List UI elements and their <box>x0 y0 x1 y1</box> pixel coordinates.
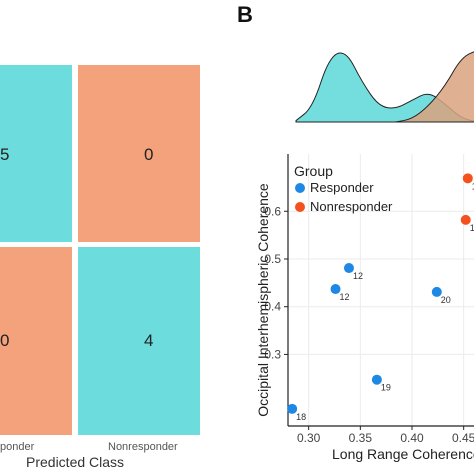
y-tick-label: 0.5 <box>264 252 281 266</box>
cm-cell-tr: 0 <box>78 65 200 242</box>
scatter-point-responder <box>287 403 298 414</box>
x-tick-label: 0.45 <box>452 431 474 445</box>
density-nonresponder-area <box>395 51 474 123</box>
scatter-point-responder <box>330 284 341 295</box>
confusion-matrix: 5 0 0 4 <box>0 65 200 435</box>
legend-title: Group <box>294 163 333 179</box>
point-label: 12 <box>340 292 350 302</box>
cm-cell-br: 4 <box>78 247 200 435</box>
y-tick-label: 0.6 <box>264 204 281 218</box>
point-label: 19 <box>381 383 391 393</box>
scatter-point-responder <box>431 286 442 297</box>
scatter-point-responder <box>343 263 354 274</box>
y-tick-label: 0.3 <box>264 347 281 361</box>
density-plot <box>295 51 474 123</box>
cm-x-tick: Nonresponder <box>108 441 178 453</box>
point-label: 12 <box>353 271 363 281</box>
x-tick-label: 0.35 <box>349 431 373 445</box>
y-tick-label: 0.4 <box>264 300 281 314</box>
scatter-point-nonresponder <box>462 173 473 184</box>
cm-cell-value: 0 <box>144 145 154 164</box>
x-axis-title: Long Range Coherence <box>332 446 474 462</box>
scatter-point-responder <box>371 374 382 385</box>
point-label: 1 <box>470 223 474 233</box>
scatter-plot: 0.30 0.35 0.40 0.45 0.3 0.4 0.5 0.6 Long Range C… <box>255 154 474 462</box>
point-label: 20 <box>441 295 451 305</box>
cm-cell-value: 0 <box>0 331 10 350</box>
legend-marker-nonresponder <box>295 202 305 212</box>
y-axis-title: Occipital Interhemispheric Coherence <box>255 183 271 417</box>
cm-x-axis-label: Predicted Class <box>26 454 125 470</box>
cm-cell-bl: 0 <box>0 247 72 435</box>
legend-marker-responder <box>295 183 305 193</box>
legend-label: Nonresponder <box>310 199 393 214</box>
panel-label: B <box>237 2 253 27</box>
cm-cell-value: 4 <box>144 331 154 350</box>
point-label: 1 <box>472 181 474 191</box>
point-label: 18 <box>296 412 306 422</box>
legend-label: Responder <box>310 180 374 195</box>
cm-x-tick: ponder <box>0 441 35 453</box>
cm-cell-value: 5 <box>0 145 10 164</box>
scatter-point-nonresponder <box>460 214 471 225</box>
x-tick-label: 0.30 <box>297 431 321 445</box>
cm-cell-tl: 5 <box>0 65 72 242</box>
x-tick-label: 0.40 <box>400 431 424 445</box>
